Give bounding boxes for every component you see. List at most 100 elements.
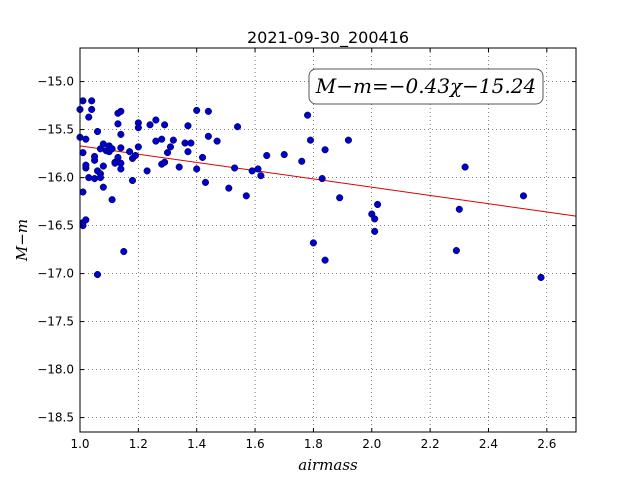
data-point bbox=[537, 273, 545, 281]
data-point bbox=[187, 139, 195, 147]
data-point bbox=[213, 137, 221, 145]
data-point bbox=[231, 164, 239, 172]
data-point bbox=[163, 149, 172, 157]
annotation-frame bbox=[308, 68, 544, 105]
data-point bbox=[166, 143, 174, 151]
y-tick-label: −17.0 bbox=[37, 267, 74, 281]
data-point bbox=[152, 116, 160, 124]
data-point bbox=[461, 163, 469, 171]
x-tick-label: 2.6 bbox=[537, 437, 556, 451]
data-point bbox=[134, 143, 142, 151]
data-point bbox=[452, 247, 460, 255]
data-point bbox=[134, 124, 142, 132]
data-point bbox=[201, 178, 210, 186]
data-point bbox=[169, 136, 177, 144]
data-point bbox=[198, 153, 207, 161]
plot-frame bbox=[79, 47, 577, 433]
data-point bbox=[204, 107, 212, 115]
y-axis-label: M−m bbox=[13, 219, 31, 262]
data-point bbox=[371, 227, 379, 235]
data-point bbox=[344, 136, 352, 144]
x-axis-label: airmass bbox=[298, 456, 358, 474]
data-point bbox=[117, 144, 125, 152]
data-point bbox=[82, 135, 90, 143]
y-tick-label: −16.5 bbox=[37, 219, 74, 233]
data-point bbox=[184, 148, 192, 156]
fit-annotation-box: M−m=−0.43χ−15.24 bbox=[308, 68, 544, 105]
data-point bbox=[280, 151, 288, 159]
data-point bbox=[318, 175, 326, 183]
fit-line bbox=[79, 145, 577, 217]
x-tick-label: 2.0 bbox=[362, 437, 381, 451]
data-point bbox=[146, 121, 154, 129]
data-point bbox=[242, 192, 250, 200]
y-tick-label: −16.0 bbox=[37, 171, 74, 185]
data-point bbox=[117, 130, 125, 138]
y-tick-label: −17.5 bbox=[37, 315, 74, 329]
data-point bbox=[298, 157, 306, 165]
data-point bbox=[193, 106, 201, 114]
data-point bbox=[254, 165, 262, 173]
data-point bbox=[85, 113, 93, 121]
data-point bbox=[126, 148, 134, 156]
data-point bbox=[158, 135, 166, 143]
data-point bbox=[93, 271, 102, 279]
x-tick-label: 1.8 bbox=[304, 437, 323, 451]
chart-title: 2021-09-30_200416 bbox=[247, 28, 409, 48]
y-tick-label: −15.5 bbox=[37, 123, 74, 137]
fit-equation-label: M−m=−0.43χ−15.24 bbox=[315, 74, 536, 98]
data-point bbox=[161, 121, 169, 129]
x-tick-label: 1.4 bbox=[187, 437, 206, 451]
data-point bbox=[99, 183, 107, 191]
data-point bbox=[79, 149, 87, 157]
data-point bbox=[304, 111, 312, 119]
x-tick-label: 1.0 bbox=[70, 437, 89, 451]
data-point bbox=[93, 127, 102, 136]
data-point bbox=[161, 158, 169, 166]
data-point bbox=[234, 123, 242, 131]
data-point bbox=[99, 162, 107, 170]
data-point bbox=[91, 152, 99, 161]
x-tick-label: 1.2 bbox=[129, 437, 148, 451]
data-point bbox=[79, 97, 87, 105]
data-point bbox=[117, 107, 125, 115]
data-point bbox=[117, 165, 125, 173]
axis-ticks: 1.0 1.2 1.4 1.6 1.8 2.0 2.2 2.4 2.6 −15.0 −15.5 −16… bbox=[37, 48, 576, 451]
data-point bbox=[225, 184, 233, 192]
data-point bbox=[143, 167, 151, 175]
data-point bbox=[128, 176, 137, 185]
x-tick-label: 1.6 bbox=[246, 437, 265, 451]
data-point bbox=[204, 132, 212, 140]
data-point bbox=[321, 146, 329, 154]
data-point bbox=[184, 122, 192, 130]
data-point bbox=[321, 256, 329, 264]
data-point bbox=[108, 196, 116, 204]
data-point bbox=[82, 161, 90, 169]
data-point bbox=[131, 151, 139, 160]
data-point bbox=[88, 105, 96, 113]
data-point bbox=[455, 205, 463, 213]
data-point bbox=[85, 174, 93, 182]
data-point bbox=[257, 172, 265, 180]
data-point bbox=[88, 97, 96, 105]
x-tick-label: 2.4 bbox=[479, 437, 498, 451]
data-point bbox=[374, 200, 382, 209]
plot-area bbox=[80, 48, 576, 432]
y-tick-label: −15.0 bbox=[37, 75, 74, 89]
data-point bbox=[79, 188, 87, 196]
plot-background bbox=[80, 48, 576, 432]
data-points bbox=[76, 97, 545, 281]
data-point bbox=[108, 145, 116, 153]
data-point bbox=[309, 239, 317, 247]
data-point bbox=[519, 192, 528, 200]
y-tick-label: −18.5 bbox=[37, 411, 74, 425]
data-point bbox=[336, 194, 344, 202]
data-point bbox=[263, 151, 271, 160]
data-point bbox=[306, 136, 315, 144]
data-point bbox=[96, 174, 104, 182]
y-tick-label: −18.0 bbox=[37, 363, 74, 377]
data-point bbox=[193, 165, 201, 173]
data-point bbox=[91, 175, 99, 183]
data-point bbox=[175, 163, 183, 171]
